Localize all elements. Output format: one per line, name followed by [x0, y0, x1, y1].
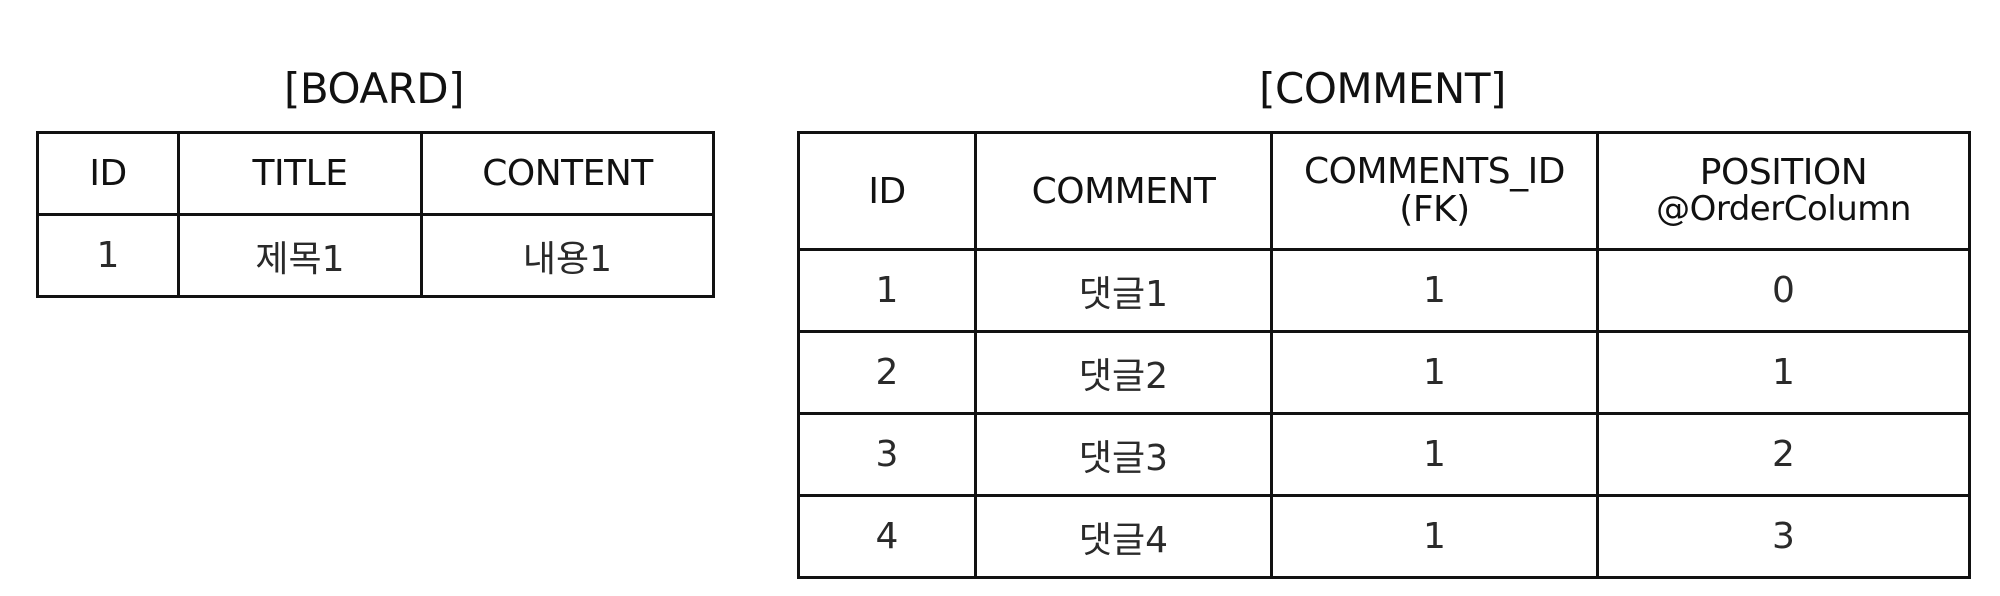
board-table: ID TITLE CONTENT 1 제목1 내용1: [36, 131, 715, 298]
comment-cell-comment: 댓글1: [974, 248, 1273, 333]
board-header-row: ID TITLE CONTENT: [36, 131, 715, 216]
comment-cell-position: 3: [1596, 494, 1971, 579]
position-label: POSITION: [1699, 152, 1868, 194]
comment-cell-comment: 댓글2: [974, 330, 1273, 415]
table-row: 4 댓글4 1 3: [797, 494, 1971, 579]
board-header-title: TITLE: [177, 131, 423, 216]
comments-id-label: COMMENTS_ID: [1304, 151, 1565, 193]
comment-header-comments-id: COMMENTS_ID (FK): [1270, 131, 1599, 251]
comment-cell-position: 1: [1596, 330, 1971, 415]
comment-cell-id: 1: [797, 248, 977, 333]
comment-cell-comments-id: 1: [1270, 412, 1599, 497]
comment-cell-comment: 댓글4: [974, 494, 1273, 579]
order-column-annotation: @OrderColumn: [1656, 189, 1911, 230]
board-cell-title: 제목1: [177, 213, 423, 298]
board-cell-content: 내용1: [420, 213, 715, 298]
comment-header-id: ID: [797, 131, 977, 251]
board-header-content: CONTENT: [420, 131, 715, 216]
table-row: 1 댓글1 1 0: [797, 248, 1971, 333]
comment-cell-position: 0: [1596, 248, 1971, 333]
table-row: 1 제목1 내용1: [36, 213, 715, 298]
table-row: 3 댓글3 1 2: [797, 412, 1971, 497]
comment-header-comment: COMMENT: [974, 131, 1273, 251]
comment-table: ID COMMENT COMMENTS_ID (FK) POSITION @Or…: [797, 131, 1971, 579]
foreign-key-label: (FK): [1399, 189, 1470, 230]
comment-cell-id: 4: [797, 494, 977, 579]
comment-cell-id: 2: [797, 330, 977, 415]
table-row: 2 댓글2 1 1: [797, 330, 1971, 415]
comment-table-title: [COMMENT]: [1259, 64, 1506, 113]
board-header-id: ID: [36, 131, 180, 216]
comment-header-row: ID COMMENT COMMENTS_ID (FK) POSITION @Or…: [797, 131, 1971, 251]
comment-cell-position: 2: [1596, 412, 1971, 497]
comment-header-position: POSITION @OrderColumn: [1596, 131, 1971, 251]
board-table-title: [BOARD]: [284, 64, 464, 113]
comment-cell-comments-id: 1: [1270, 330, 1599, 415]
comment-cell-comments-id: 1: [1270, 248, 1599, 333]
comment-cell-comment: 댓글3: [974, 412, 1273, 497]
comment-cell-id: 3: [797, 412, 977, 497]
board-cell-id: 1: [36, 213, 180, 298]
comment-cell-comments-id: 1: [1270, 494, 1599, 579]
